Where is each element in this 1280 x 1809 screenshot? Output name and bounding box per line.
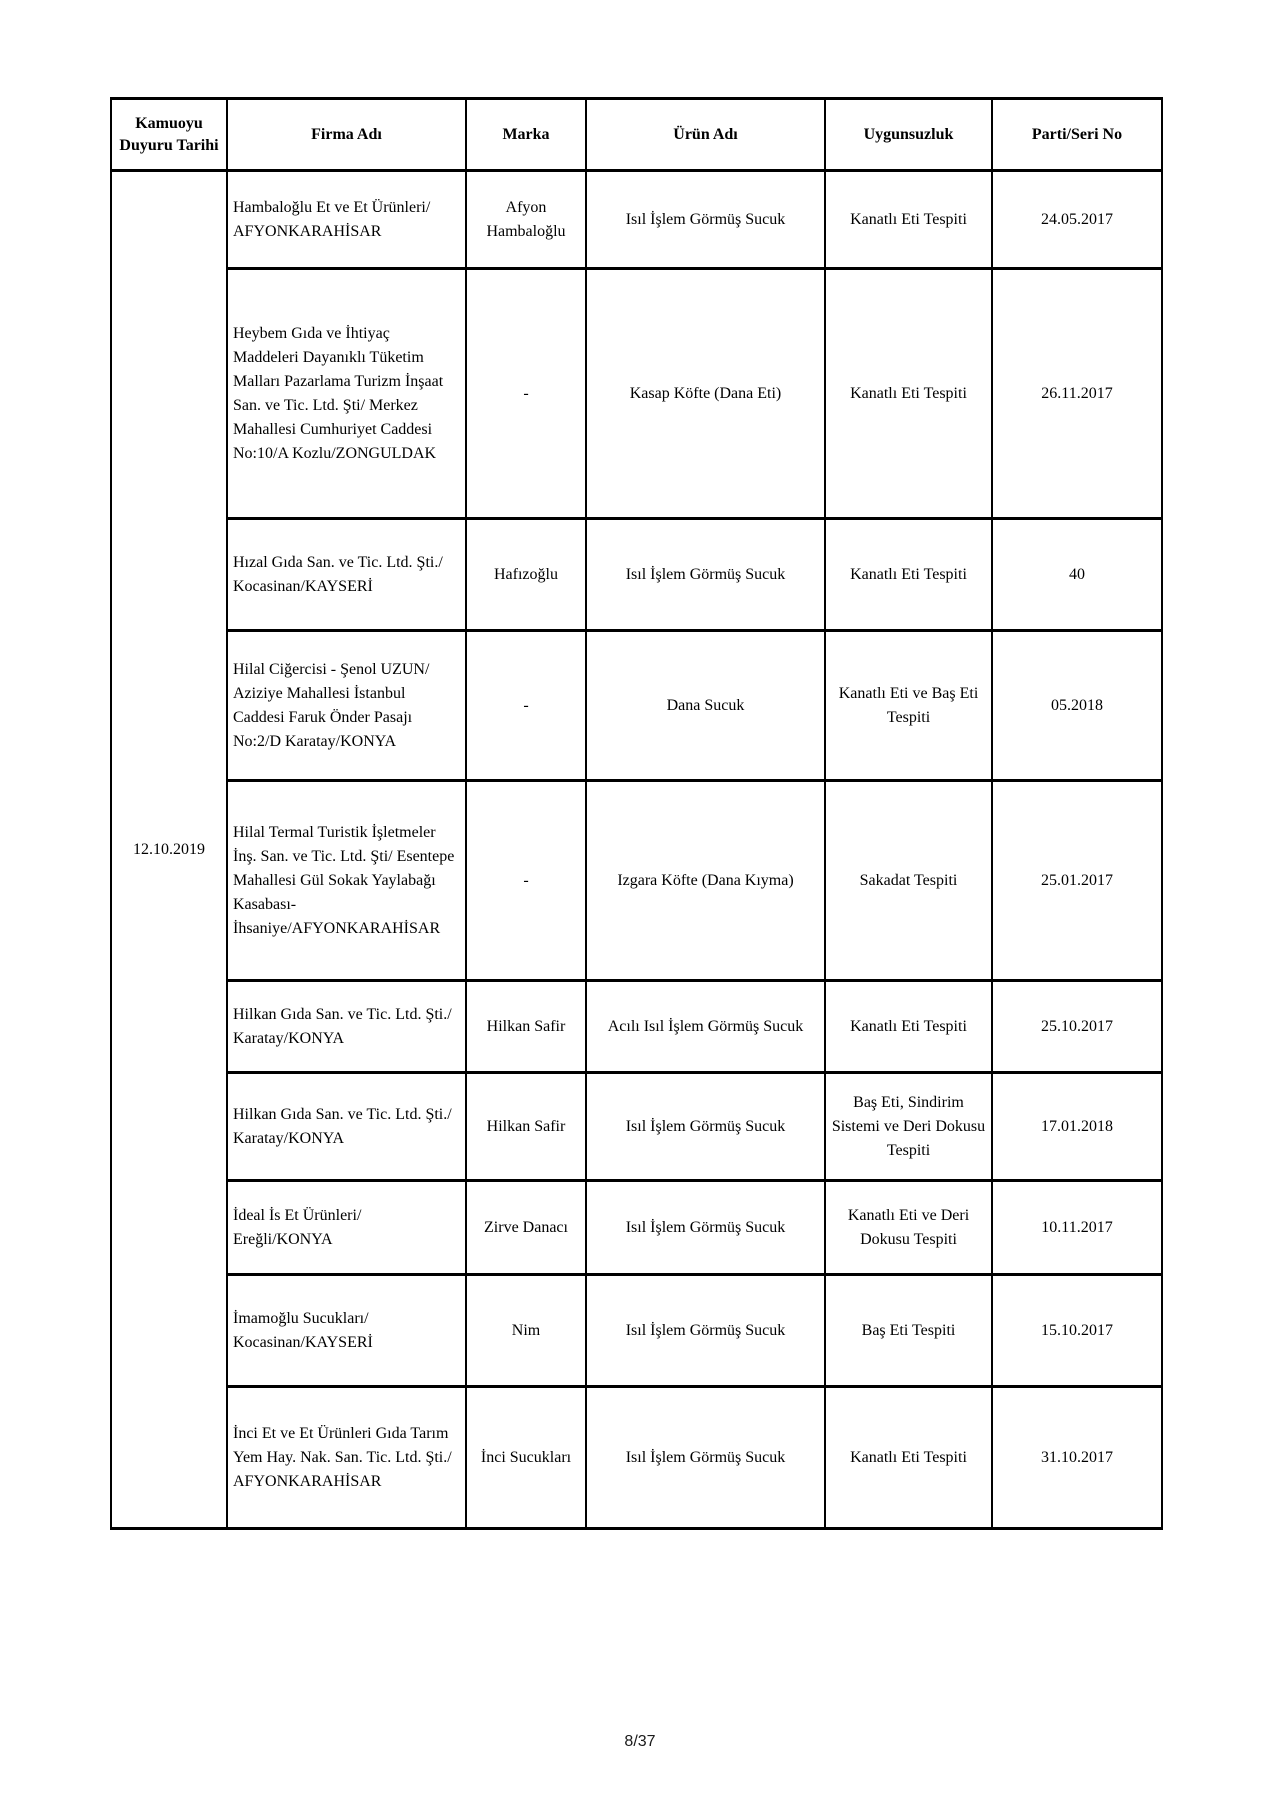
cell-urun: Isıl İşlem Görmüş Sucuk — [585, 169, 826, 270]
page-number: 8/37 — [624, 1733, 656, 1750]
cell-parti: 17.01.2018 — [991, 1071, 1163, 1182]
table-row: Hilal Termal Turistik İşletmeler İnş. Sa… — [111, 779, 1163, 982]
col-header-kamuoyu-duyuru-tarihi: Kamuoyu Duyuru Tarihi — [110, 97, 228, 172]
table-row: Heybem Gıda ve İhtiyaç Maddeleri Dayanık… — [111, 267, 1163, 520]
cell-marka: Hilkan Safir — [465, 1071, 587, 1182]
announcement-date-cell: 12.10.2019 — [110, 169, 228, 1530]
col-header-urun-adi: Ürün Adı — [585, 97, 826, 172]
cell-marka: - — [465, 779, 587, 982]
table-row: İdeal İs Et Ürünleri/ Ereğli/KONYA Zirve… — [111, 1179, 1163, 1276]
table-row: Hilkan Gıda San. ve Tic. Ltd. Şti./ Kara… — [111, 979, 1163, 1074]
cell-urun: Isıl İşlem Görmüş Sucuk — [585, 517, 826, 632]
cell-firma: Hilkan Gıda San. ve Tic. Ltd. Şti./ Kara… — [226, 979, 467, 1074]
table-row: İnci Et ve Et Ürünleri Gıda Tarım Yem Ha… — [111, 1385, 1163, 1530]
cell-uygunsuzluk: Kanatlı Eti ve Baş Eti Tespiti — [824, 629, 993, 782]
cell-parti: 10.11.2017 — [991, 1179, 1163, 1276]
cell-marka: Hilkan Safir — [465, 979, 587, 1074]
cell-parti: 25.01.2017 — [991, 779, 1163, 982]
cell-urun: Dana Sucuk — [585, 629, 826, 782]
cell-urun: Isıl İşlem Görmüş Sucuk — [585, 1385, 826, 1530]
cell-parti: 26.11.2017 — [991, 267, 1163, 520]
table-row: Hızal Gıda San. ve Tic. Ltd. Şti./ Kocas… — [111, 517, 1163, 632]
cell-marka: Hafızoğlu — [465, 517, 587, 632]
cell-uygunsuzluk: Kanatlı Eti Tespiti — [824, 1385, 993, 1530]
cell-uygunsuzluk: Kanatlı Eti ve Deri Dokusu Tespiti — [824, 1179, 993, 1276]
cell-firma: Hilkan Gıda San. ve Tic. Ltd. Şti./ Kara… — [226, 1071, 467, 1182]
cell-marka: Afyon Hambaloğlu — [465, 169, 587, 270]
cell-parti: 05.2018 — [991, 629, 1163, 782]
cell-uygunsuzluk: Baş Eti Tespiti — [824, 1273, 993, 1388]
cell-marka: - — [465, 267, 587, 520]
cell-firma: Heybem Gıda ve İhtiyaç Maddeleri Dayanık… — [226, 267, 467, 520]
cell-firma: İdeal İs Et Ürünleri/ Ereğli/KONYA — [226, 1179, 467, 1276]
cell-marka: Zirve Danacı — [465, 1179, 587, 1276]
cell-marka: İnci Sucukları — [465, 1385, 587, 1530]
table-row: Hilkan Gıda San. ve Tic. Ltd. Şti./ Kara… — [111, 1071, 1163, 1182]
cell-parti: 31.10.2017 — [991, 1385, 1163, 1530]
col-header-firma-adi: Firma Adı — [226, 97, 467, 172]
cell-uygunsuzluk: Kanatlı Eti Tespiti — [824, 517, 993, 632]
cell-firma: Hızal Gıda San. ve Tic. Ltd. Şti./ Kocas… — [226, 517, 467, 632]
cell-firma: İnci Et ve Et Ürünleri Gıda Tarım Yem Ha… — [226, 1385, 467, 1530]
cell-urun: Izgara Köfte (Dana Kıyma) — [585, 779, 826, 982]
cell-urun: Isıl İşlem Görmüş Sucuk — [585, 1273, 826, 1388]
cell-uygunsuzluk: Kanatlı Eti Tespiti — [824, 169, 993, 270]
cell-parti: 25.10.2017 — [991, 979, 1163, 1074]
cell-urun: Acılı Isıl İşlem Görmüş Sucuk — [585, 979, 826, 1074]
cell-urun: Isıl İşlem Görmüş Sucuk — [585, 1071, 826, 1182]
cell-parti: 40 — [991, 517, 1163, 632]
cell-parti: 15.10.2017 — [991, 1273, 1163, 1388]
cell-marka: - — [465, 629, 587, 782]
table-row: 12.10.2019 Hambaloğlu Et ve Et Ürünleri/… — [110, 169, 1163, 1530]
table-row: İmamoğlu Sucukları/ Kocasinan/KAYSERİ Ni… — [111, 1273, 1163, 1388]
recall-table: Kamuoyu Duyuru Tarihi Firma Adı Marka Ür… — [110, 97, 1163, 1530]
cell-urun: Kasap Köfte (Dana Eti) — [585, 267, 826, 520]
cell-uygunsuzluk: Kanatlı Eti Tespiti — [824, 979, 993, 1074]
cell-uygunsuzluk: Baş Eti, Sindirim Sistemi ve Deri Dokusu… — [824, 1071, 993, 1182]
cell-firma: İmamoğlu Sucukları/ Kocasinan/KAYSERİ — [226, 1273, 467, 1388]
cell-firma: Hilal Termal Turistik İşletmeler İnş. Sa… — [226, 779, 467, 982]
cell-firma: Hilal Ciğercisi - Şenol UZUN/ Aziziye Ma… — [226, 629, 467, 782]
col-header-parti-seri-no: Parti/Seri No — [991, 97, 1163, 172]
header-row: Kamuoyu Duyuru Tarihi Firma Adı Marka Ür… — [110, 97, 1163, 172]
cell-uygunsuzluk: Sakadat Tespiti — [824, 779, 993, 982]
col-header-marka: Marka — [465, 97, 587, 172]
cell-uygunsuzluk: Kanatlı Eti Tespiti — [824, 267, 993, 520]
table-row: Hilal Ciğercisi - Şenol UZUN/ Aziziye Ma… — [111, 629, 1163, 782]
cell-urun: Isıl İşlem Görmüş Sucuk — [585, 1179, 826, 1276]
cell-firma: Hambaloğlu Et ve Et Ürünleri/ AFYONKARAH… — [226, 169, 467, 270]
cell-parti: 24.05.2017 — [991, 169, 1163, 270]
cell-marka: Nim — [465, 1273, 587, 1388]
col-header-uygunsuzluk: Uygunsuzluk — [824, 97, 993, 172]
